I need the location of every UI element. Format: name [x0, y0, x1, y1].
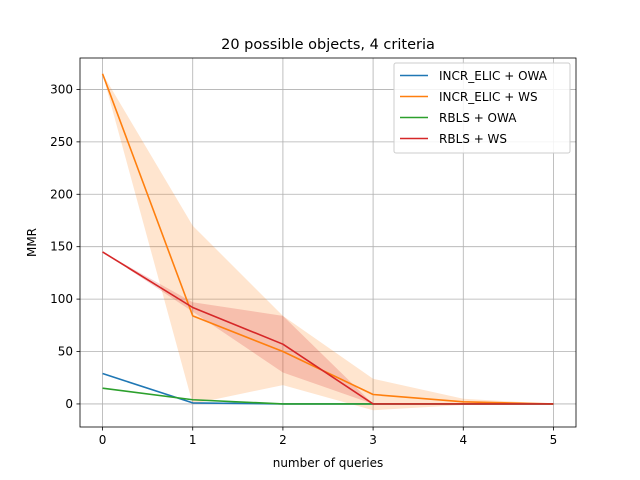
grid — [80, 58, 576, 427]
y-tick-label: 0 — [65, 397, 73, 411]
y-tick-label: 150 — [50, 240, 73, 254]
series-lines — [101, 73, 554, 405]
x-tick-label: 0 — [99, 433, 107, 447]
y-tick-label: 100 — [50, 292, 73, 306]
legend: INCR_ELIC + OWA INCR_ELIC + WS RBLS + OWA R… — [393, 62, 571, 154]
legend-box — [393, 62, 571, 154]
x-tick-label: 4 — [459, 433, 467, 447]
y-tick-label: 200 — [50, 187, 73, 201]
x-tick-label: 3 — [369, 433, 377, 447]
band-incr-elic-ws — [102, 73, 554, 411]
x-axis-label: number of queries — [273, 456, 384, 470]
legend-label-rbls-ws: RBLS + WS — [439, 132, 507, 146]
legend-label-rbls-owa: RBLS + OWA — [439, 111, 517, 125]
x-axis-ticks: 0 1 2 3 4 5 — [99, 427, 558, 447]
legend-label-incr-elic-ws: INCR_ELIC + WS — [439, 90, 538, 104]
legend-label-incr-elic-owa: INCR_ELIC + OWA — [439, 69, 548, 83]
y-tick-label: 300 — [50, 82, 73, 96]
y-axis-ticks: 0 50 100 150 200 250 300 — [50, 82, 80, 411]
x-tick-label: 2 — [279, 433, 287, 447]
series-line-rbls-ws — [102, 251, 554, 405]
plot-frame — [79, 57, 577, 428]
y-tick-label: 50 — [58, 345, 73, 359]
y-axis-label: MMR — [25, 228, 39, 257]
y-tick-label: 250 — [50, 135, 73, 149]
x-tick-label: 1 — [189, 433, 197, 447]
chart-title: 20 possible objects, 4 criteria — [221, 37, 435, 53]
x-tick-label: 5 — [550, 433, 558, 447]
series-line-incr-elic-ws — [101, 73, 554, 405]
